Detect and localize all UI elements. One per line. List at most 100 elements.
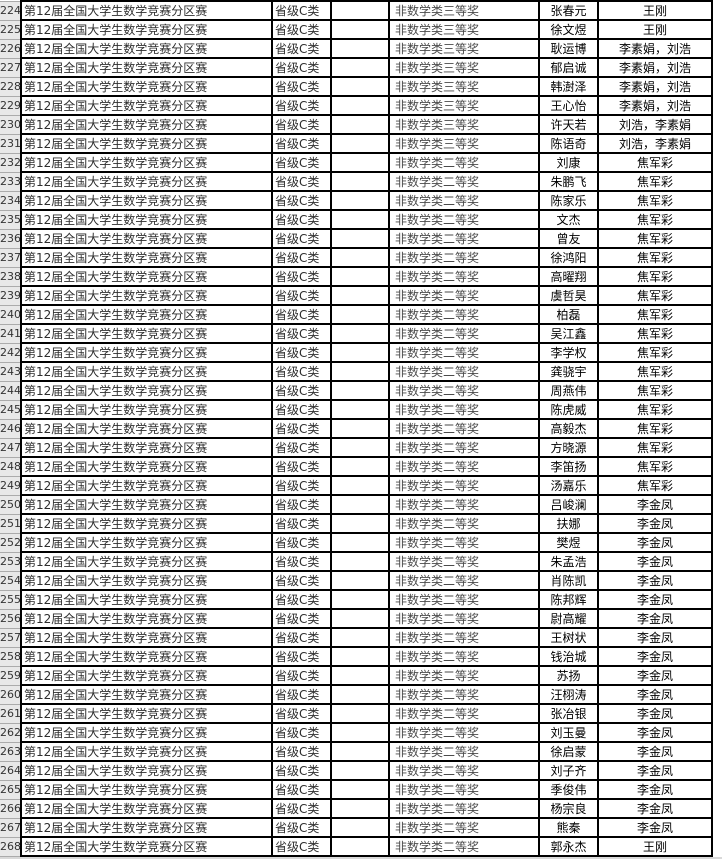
student-name-cell[interactable]: 柏磊 [538,304,599,325]
row-number-cell[interactable]: 265 [0,779,22,800]
advisor-cell[interactable]: 焦军彩 [597,171,713,192]
advisor-cell[interactable]: 李金凤 [597,646,713,667]
award-cell[interactable]: 非数学类二等奖 [388,304,540,325]
row-number-cell[interactable]: 250 [0,494,22,515]
level-cell[interactable]: 省级C类 [271,665,332,686]
competition-cell[interactable]: 第12届全国大学生数学竞赛分区赛 [20,190,273,211]
competition-cell[interactable]: 第12届全国大学生数学竞赛分区赛 [20,779,273,800]
blank-cell[interactable] [330,570,390,591]
blank-cell[interactable] [330,494,390,515]
advisor-cell[interactable]: 李金凤 [597,551,713,572]
blank-cell[interactable] [330,627,390,648]
competition-cell[interactable]: 第12届全国大学生数学竞赛分区赛 [20,456,273,477]
award-cell[interactable]: 非数学类二等奖 [388,266,540,287]
blank-cell[interactable] [330,57,390,78]
student-name-cell[interactable]: 汪栩涛 [538,684,599,705]
competition-cell[interactable]: 第12届全国大学生数学竞赛分区赛 [20,171,273,192]
level-cell[interactable]: 省级C类 [271,399,332,420]
level-cell[interactable]: 省级C类 [271,513,332,534]
blank-cell[interactable] [330,437,390,458]
student-name-cell[interactable]: 樊煜 [538,532,599,553]
student-name-cell[interactable]: 李学权 [538,342,599,363]
competition-cell[interactable]: 第12届全国大学生数学竞赛分区赛 [20,741,273,762]
row-number-cell[interactable]: 258 [0,646,22,667]
blank-cell[interactable] [330,190,390,211]
row-number-cell[interactable]: 228 [0,76,22,97]
student-name-cell[interactable]: 刘康 [538,152,599,173]
student-name-cell[interactable]: 汤嘉乐 [538,475,599,496]
student-name-cell[interactable]: 陈邦辉 [538,589,599,610]
competition-cell[interactable]: 第12届全国大学生数学竞赛分区赛 [20,380,273,401]
advisor-cell[interactable]: 焦军彩 [597,266,713,287]
level-cell[interactable]: 省级C类 [271,266,332,287]
competition-cell[interactable]: 第12届全国大学生数学竞赛分区赛 [20,133,273,154]
blank-cell[interactable] [330,152,390,173]
level-cell[interactable]: 省级C类 [271,475,332,496]
level-cell[interactable]: 省级C类 [271,190,332,211]
competition-cell[interactable]: 第12届全国大学生数学竞赛分区赛 [20,19,273,40]
award-cell[interactable]: 非数学类二等奖 [388,703,540,724]
competition-cell[interactable]: 第12届全国大学生数学竞赛分区赛 [20,513,273,534]
student-name-cell[interactable]: 陈语奇 [538,133,599,154]
competition-cell[interactable]: 第12届全国大学生数学竞赛分区赛 [20,589,273,610]
row-number-cell[interactable]: 253 [0,551,22,572]
level-cell[interactable]: 省级C类 [271,836,332,857]
student-name-cell[interactable]: 高毅杰 [538,418,599,439]
row-number-cell[interactable]: 242 [0,342,22,363]
student-name-cell[interactable]: 朱孟浩 [538,551,599,572]
student-name-cell[interactable]: 陈家乐 [538,190,599,211]
award-cell[interactable]: 非数学类二等奖 [388,323,540,344]
advisor-cell[interactable]: 李素娟，刘浩 [597,95,713,116]
advisor-cell[interactable]: 焦军彩 [597,190,713,211]
advisor-cell[interactable]: 焦军彩 [597,399,713,420]
level-cell[interactable]: 省级C类 [271,0,332,21]
advisor-cell[interactable]: 焦军彩 [597,456,713,477]
award-cell[interactable]: 非数学类二等奖 [388,342,540,363]
row-number-cell[interactable]: 236 [0,228,22,249]
student-name-cell[interactable]: 张冶银 [538,703,599,724]
student-name-cell[interactable]: 扶娜 [538,513,599,534]
level-cell[interactable]: 省级C类 [271,152,332,173]
student-name-cell[interactable]: 徐启蒙 [538,741,599,762]
award-cell[interactable]: 非数学类二等奖 [388,551,540,572]
student-name-cell[interactable]: 方晓源 [538,437,599,458]
row-number-cell[interactable]: 245 [0,399,22,420]
award-cell[interactable]: 非数学类二等奖 [388,247,540,268]
level-cell[interactable]: 省级C类 [271,285,332,306]
advisor-cell[interactable]: 焦军彩 [597,475,713,496]
competition-cell[interactable]: 第12届全国大学生数学竞赛分区赛 [20,665,273,686]
award-cell[interactable]: 非数学类二等奖 [388,475,540,496]
row-number-cell[interactable]: 248 [0,456,22,477]
blank-cell[interactable] [330,665,390,686]
student-name-cell[interactable]: 王树状 [538,627,599,648]
row-number-cell[interactable]: 255 [0,589,22,610]
advisor-cell[interactable]: 王刚 [597,19,713,40]
competition-cell[interactable]: 第12届全国大学生数学竞赛分区赛 [20,342,273,363]
award-cell[interactable]: 非数学类二等奖 [388,418,540,439]
competition-cell[interactable]: 第12届全国大学生数学竞赛分区赛 [20,608,273,629]
student-name-cell[interactable]: 李笛扬 [538,456,599,477]
blank-cell[interactable] [330,684,390,705]
blank-cell[interactable] [330,342,390,363]
award-cell[interactable]: 非数学类二等奖 [388,228,540,249]
competition-cell[interactable]: 第12届全国大学生数学竞赛分区赛 [20,95,273,116]
award-cell[interactable]: 非数学类二等奖 [388,190,540,211]
advisor-cell[interactable]: 李金凤 [597,684,713,705]
advisor-cell[interactable]: 李金凤 [597,532,713,553]
level-cell[interactable]: 省级C类 [271,646,332,667]
level-cell[interactable]: 省级C类 [271,703,332,724]
blank-cell[interactable] [330,646,390,667]
level-cell[interactable]: 省级C类 [271,570,332,591]
row-number-cell[interactable]: 262 [0,722,22,743]
competition-cell[interactable]: 第12届全国大学生数学竞赛分区赛 [20,437,273,458]
competition-cell[interactable]: 第12届全国大学生数学竞赛分区赛 [20,494,273,515]
row-number-cell[interactable]: 232 [0,152,22,173]
advisor-cell[interactable]: 李素娟，刘浩 [597,76,713,97]
competition-cell[interactable]: 第12届全国大学生数学竞赛分区赛 [20,323,273,344]
student-name-cell[interactable]: 陈虎威 [538,399,599,420]
advisor-cell[interactable]: 焦军彩 [597,342,713,363]
award-cell[interactable]: 非数学类三等奖 [388,114,540,135]
advisor-cell[interactable]: 王刚 [597,0,713,21]
advisor-cell[interactable]: 李金凤 [597,817,713,838]
student-name-cell[interactable]: 刘玉曼 [538,722,599,743]
